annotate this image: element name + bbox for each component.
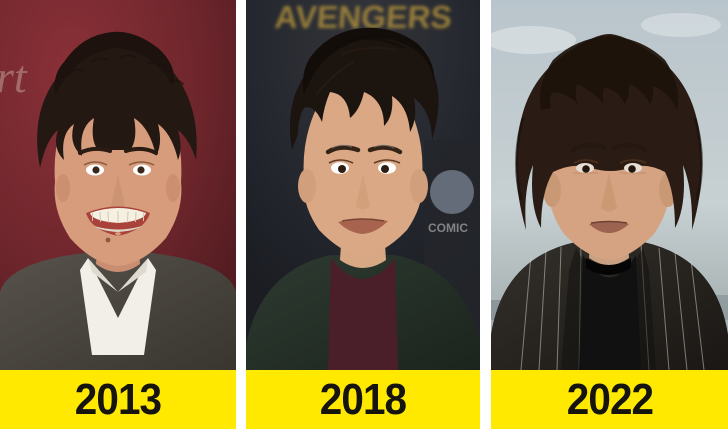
svg-text:rt: rt [0,51,28,102]
svg-text:COMIC: COMIC [428,221,468,235]
